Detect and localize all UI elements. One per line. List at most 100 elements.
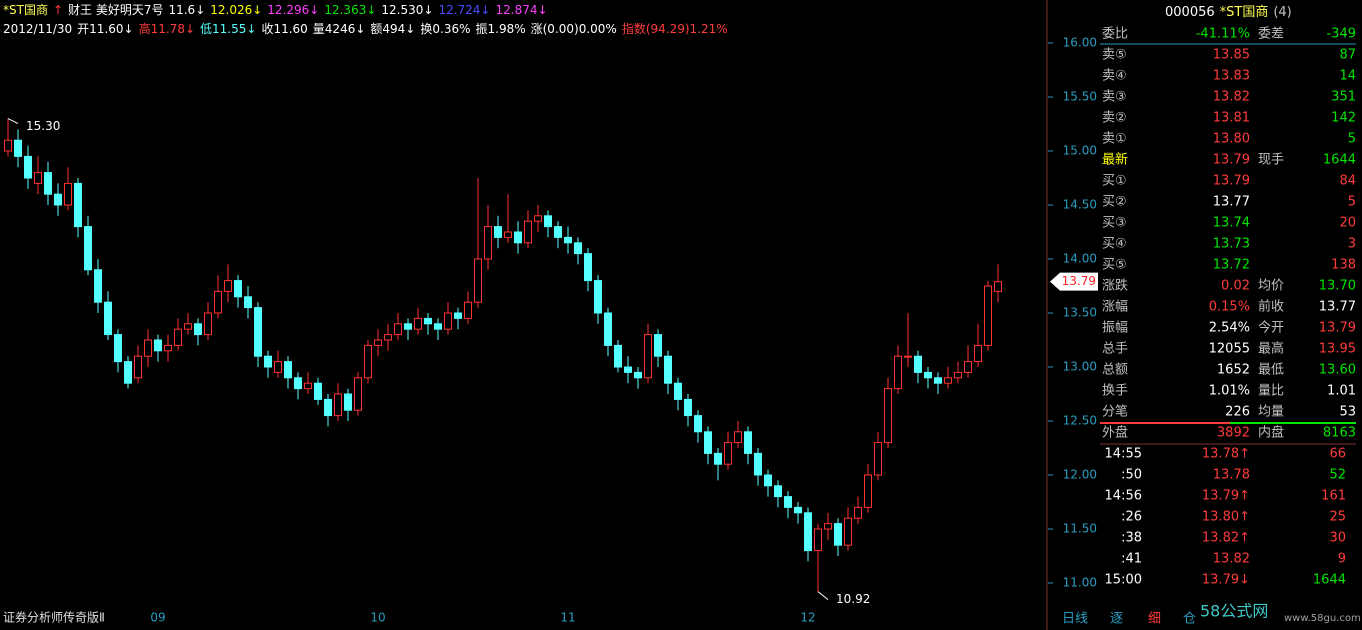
y-tick-label: 11.50 xyxy=(1063,522,1097,536)
candle-body xyxy=(204,312,212,336)
candle-body xyxy=(14,139,22,157)
candle-body xyxy=(234,280,242,298)
candle-body xyxy=(174,328,182,346)
candle-body xyxy=(674,382,682,400)
quote-cell: 涨跌 xyxy=(1102,278,1128,294)
x-tick-label: 12 xyxy=(800,611,815,625)
tick-cell: 13.78 xyxy=(1213,468,1250,483)
quote-cell: 均量 xyxy=(1258,405,1284,420)
candle-body xyxy=(794,506,802,514)
tick-cell: 25 xyxy=(1329,510,1346,525)
candle-body xyxy=(514,231,522,244)
info-item: *ST国商 xyxy=(3,2,48,17)
tick-cell: 161 xyxy=(1321,489,1346,504)
candle-body xyxy=(84,226,92,271)
quote-cell: 13.95 xyxy=(1319,342,1356,357)
candle-body xyxy=(294,377,302,390)
watermark: 58公式网 xyxy=(1200,602,1268,621)
candle-body xyxy=(504,231,512,238)
y-tick-label: 13.00 xyxy=(1063,360,1097,374)
candle-body xyxy=(154,339,162,352)
candle-body xyxy=(104,301,112,336)
tick-cell: 13.82 xyxy=(1213,552,1250,567)
candle-body xyxy=(714,452,722,465)
info-item: 财王 美好明天7号 xyxy=(68,3,163,17)
candle-body xyxy=(544,215,552,228)
tick-cell: :41 xyxy=(1121,552,1142,567)
info-line: 2012/11/30 开11.60↓ 高11.78↓ 低11.55↓ 收11.60 量42… xyxy=(3,21,728,36)
quote-cell: 3892 xyxy=(1217,426,1250,441)
candle-body xyxy=(614,344,622,368)
candle-body xyxy=(634,371,642,379)
candle-body xyxy=(314,382,322,400)
y-tick-label: 15.00 xyxy=(1063,144,1097,158)
quote-cell: 1652 xyxy=(1217,363,1250,378)
candle-body xyxy=(954,371,962,379)
info-item: 开11.60↓ xyxy=(77,22,133,36)
quote-cell: 13.60 xyxy=(1319,363,1356,378)
candle-body xyxy=(534,215,542,222)
candle-body xyxy=(664,355,672,384)
candle-body xyxy=(814,528,822,552)
candle-body xyxy=(324,398,332,417)
candle-body xyxy=(694,415,702,433)
candle-body xyxy=(644,334,652,379)
quote-cell: 卖④ xyxy=(1102,69,1127,84)
quote-cell: 5 xyxy=(1348,195,1356,210)
quote-cell: 13.77 xyxy=(1213,195,1250,210)
quote-cell: 买② xyxy=(1102,195,1127,210)
quote-cell: 买③ xyxy=(1102,216,1127,231)
quote-cell: 351 xyxy=(1331,90,1356,105)
info-item: 振1.98% xyxy=(476,22,526,36)
quote-cell: 委差 xyxy=(1258,27,1284,42)
y-tick-label: 14.00 xyxy=(1063,252,1097,266)
info-item: 收11.60 xyxy=(261,22,307,36)
candle-body xyxy=(124,361,132,384)
tick-cell: 14:56 xyxy=(1105,489,1142,504)
view-tab[interactable]: 细 xyxy=(1148,612,1161,627)
quote-cell: 13.79 xyxy=(1319,321,1356,336)
high-pointer xyxy=(7,118,19,125)
candle-body xyxy=(444,312,452,330)
view-tab[interactable]: 逐 xyxy=(1110,612,1123,627)
quote-cell: 226 xyxy=(1225,405,1250,420)
quote-cell: 13.70 xyxy=(1319,279,1356,294)
view-tab[interactable]: 仓 xyxy=(1183,612,1196,627)
quote-cell: 13.85 xyxy=(1213,48,1250,63)
quote-cell: 13.79 xyxy=(1213,153,1250,168)
x-tick-label: 11 xyxy=(560,611,575,625)
candle-body xyxy=(114,334,122,363)
candle-body xyxy=(734,431,742,444)
candle-body xyxy=(194,323,202,336)
candle-body xyxy=(64,182,72,206)
candle-body xyxy=(284,361,292,379)
last-price-label: 13.79 xyxy=(1062,274,1096,288)
quote-cell: 卖③ xyxy=(1102,90,1127,105)
low-pointer xyxy=(817,591,829,601)
quote-cell: 13.82 xyxy=(1213,90,1250,105)
candle-body xyxy=(164,344,172,352)
candle-body xyxy=(334,393,342,417)
tick-cell: 9 xyxy=(1338,552,1346,567)
candle-body xyxy=(94,269,102,303)
info-item: 额494↓ xyxy=(370,22,415,36)
quote-cell: 53 xyxy=(1339,405,1356,420)
tick-cell: :50 xyxy=(1121,468,1142,483)
candle-body xyxy=(424,317,432,325)
quote-cell: 13.83 xyxy=(1213,69,1250,84)
candle-body xyxy=(574,242,582,255)
quote-cell: 买④ xyxy=(1102,237,1127,252)
candle-body xyxy=(564,236,572,244)
view-tab[interactable]: 日线 xyxy=(1062,612,1088,627)
candle-body xyxy=(34,172,42,184)
quote-cell: 138 xyxy=(1331,258,1356,273)
candle-body xyxy=(804,512,812,552)
info-line: *ST国商 ↑ 财王 美好明天7号 11.6↓ 12.026↓ 12.296↓ 12.363… xyxy=(3,2,548,17)
candle-body xyxy=(304,382,312,390)
candle-body xyxy=(624,366,632,373)
quote-cell: 13.79 xyxy=(1213,174,1250,189)
quote-cell: 0.15% xyxy=(1209,300,1250,315)
quote-cell: 13.72 xyxy=(1213,258,1250,273)
quote-cell: 涨幅 xyxy=(1102,300,1128,315)
candle-body xyxy=(464,301,472,319)
